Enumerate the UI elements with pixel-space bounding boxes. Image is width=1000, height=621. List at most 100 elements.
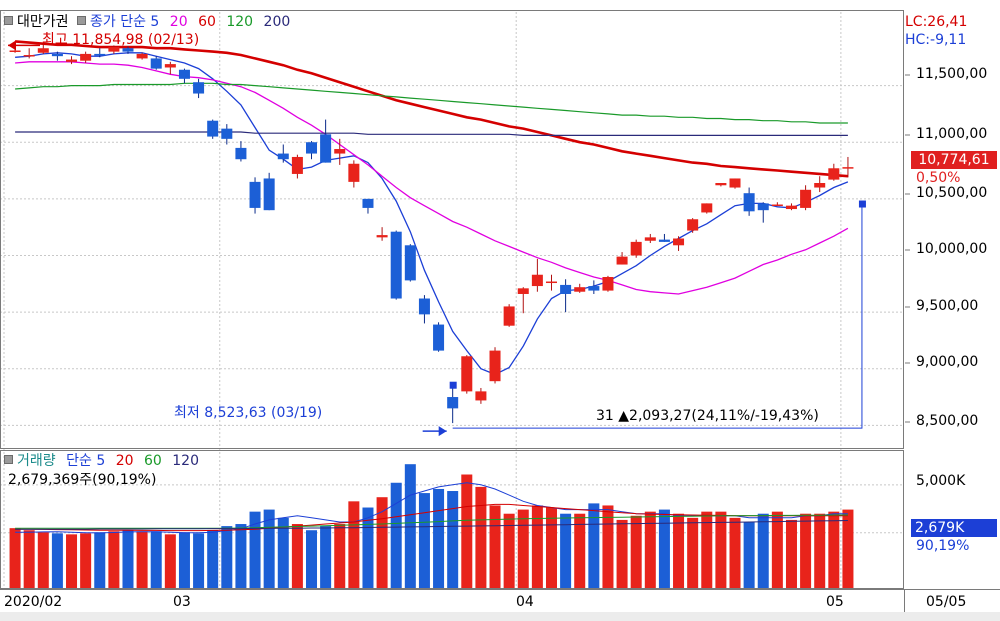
candle[interactable] xyxy=(122,46,134,54)
volume-bar[interactable] xyxy=(306,530,318,588)
candle[interactable] xyxy=(616,252,628,265)
candle[interactable] xyxy=(447,385,459,424)
volume-bar[interactable] xyxy=(687,517,699,588)
volume-bar[interactable] xyxy=(37,532,49,588)
volume-bar[interactable] xyxy=(23,530,35,588)
candle[interactable] xyxy=(277,144,289,163)
candle[interactable] xyxy=(164,61,176,75)
candle[interactable] xyxy=(785,203,797,211)
volume-bar[interactable] xyxy=(785,519,797,588)
volume-bar[interactable] xyxy=(178,532,190,588)
volume-bar[interactable] xyxy=(320,526,332,588)
candle[interactable] xyxy=(574,283,586,293)
volume-bar[interactable] xyxy=(517,509,529,588)
volume-bar[interactable] xyxy=(644,511,656,588)
volume-bar[interactable] xyxy=(630,515,642,588)
candle[interactable] xyxy=(828,163,840,181)
candle[interactable] xyxy=(418,295,430,324)
price-legend-box-icon[interactable] xyxy=(4,16,13,25)
candle[interactable] xyxy=(108,45,120,54)
volume-bar[interactable] xyxy=(574,513,586,588)
volume-bar[interactable] xyxy=(235,524,247,588)
volume-bar[interactable] xyxy=(757,513,769,588)
candle[interactable] xyxy=(800,185,812,211)
candle[interactable] xyxy=(306,141,318,160)
candle[interactable] xyxy=(814,176,826,193)
candle[interactable] xyxy=(150,56,162,70)
volume-bar[interactable] xyxy=(390,482,402,588)
volume-bar[interactable] xyxy=(658,509,670,588)
volume-bar[interactable] xyxy=(207,530,219,588)
candle[interactable] xyxy=(658,233,670,242)
bottom-scrollbar[interactable] xyxy=(0,612,1000,621)
candle[interactable] xyxy=(178,68,190,84)
candle[interactable] xyxy=(729,178,741,189)
volume-bar[interactable] xyxy=(433,488,445,588)
candle[interactable] xyxy=(743,187,755,216)
candle[interactable] xyxy=(334,138,346,165)
volume-bar[interactable] xyxy=(277,517,289,588)
volume-bar[interactable] xyxy=(545,507,557,588)
volume-bar[interactable] xyxy=(221,526,233,588)
volume-bar[interactable] xyxy=(108,531,120,588)
candle[interactable] xyxy=(235,141,247,162)
volume-bar[interactable] xyxy=(729,517,741,588)
volume-bar[interactable] xyxy=(489,505,501,588)
candle[interactable] xyxy=(207,119,219,139)
volume-bar[interactable] xyxy=(9,528,21,588)
candle[interactable] xyxy=(842,156,854,178)
candle[interactable] xyxy=(701,203,713,214)
candle[interactable] xyxy=(503,304,515,327)
volume-bar[interactable] xyxy=(771,511,783,588)
candle[interactable] xyxy=(687,218,699,233)
volume-bar[interactable] xyxy=(362,507,374,588)
candle[interactable] xyxy=(489,347,501,384)
volume-bar[interactable] xyxy=(447,491,459,588)
candle[interactable] xyxy=(715,183,727,187)
volume-bar[interactable] xyxy=(743,521,755,588)
candle[interactable] xyxy=(475,387,487,404)
candle[interactable] xyxy=(461,355,473,394)
volume-bar[interactable] xyxy=(150,531,162,588)
volume-bar[interactable] xyxy=(334,524,346,588)
candle[interactable] xyxy=(433,322,445,352)
volume-bar[interactable] xyxy=(94,532,106,588)
volume-bar[interactable] xyxy=(673,513,685,588)
volume-bar[interactable] xyxy=(66,534,78,588)
candle[interactable] xyxy=(630,239,642,258)
candle[interactable] xyxy=(757,202,769,223)
ma-legend-box-icon[interactable] xyxy=(76,16,86,25)
candle[interactable] xyxy=(531,258,543,292)
candle[interactable] xyxy=(221,124,233,145)
volume-bar[interactable] xyxy=(503,513,515,588)
volume-bar[interactable] xyxy=(249,511,261,588)
volume-bar[interactable] xyxy=(418,493,430,588)
candle[interactable] xyxy=(263,172,275,211)
volume-bar[interactable] xyxy=(616,519,628,588)
candle[interactable] xyxy=(602,275,614,292)
volume-bar[interactable] xyxy=(701,511,713,588)
volume-bar[interactable] xyxy=(842,509,854,588)
volume-bar[interactable] xyxy=(715,511,727,588)
volume-bar[interactable] xyxy=(348,501,360,588)
volume-bar[interactable] xyxy=(136,531,148,588)
volume-bar[interactable] xyxy=(122,530,134,588)
volume-bar[interactable] xyxy=(164,534,176,588)
volume-bar[interactable] xyxy=(531,505,543,588)
volume-bar[interactable] xyxy=(404,464,416,588)
volume-bar[interactable] xyxy=(800,513,812,588)
candle[interactable] xyxy=(588,280,600,294)
candle[interactable] xyxy=(673,236,685,251)
candle[interactable] xyxy=(66,56,78,65)
candle[interactable] xyxy=(37,44,49,54)
candle[interactable] xyxy=(560,279,572,313)
volume-bar[interactable] xyxy=(461,474,473,588)
volume-bar[interactable] xyxy=(828,511,840,588)
volume-bar[interactable] xyxy=(376,497,388,588)
candle[interactable] xyxy=(193,78,205,99)
candle[interactable] xyxy=(136,52,148,60)
candle[interactable] xyxy=(291,154,303,179)
volume-bar[interactable] xyxy=(193,533,205,588)
volume-bar[interactable] xyxy=(602,505,614,588)
